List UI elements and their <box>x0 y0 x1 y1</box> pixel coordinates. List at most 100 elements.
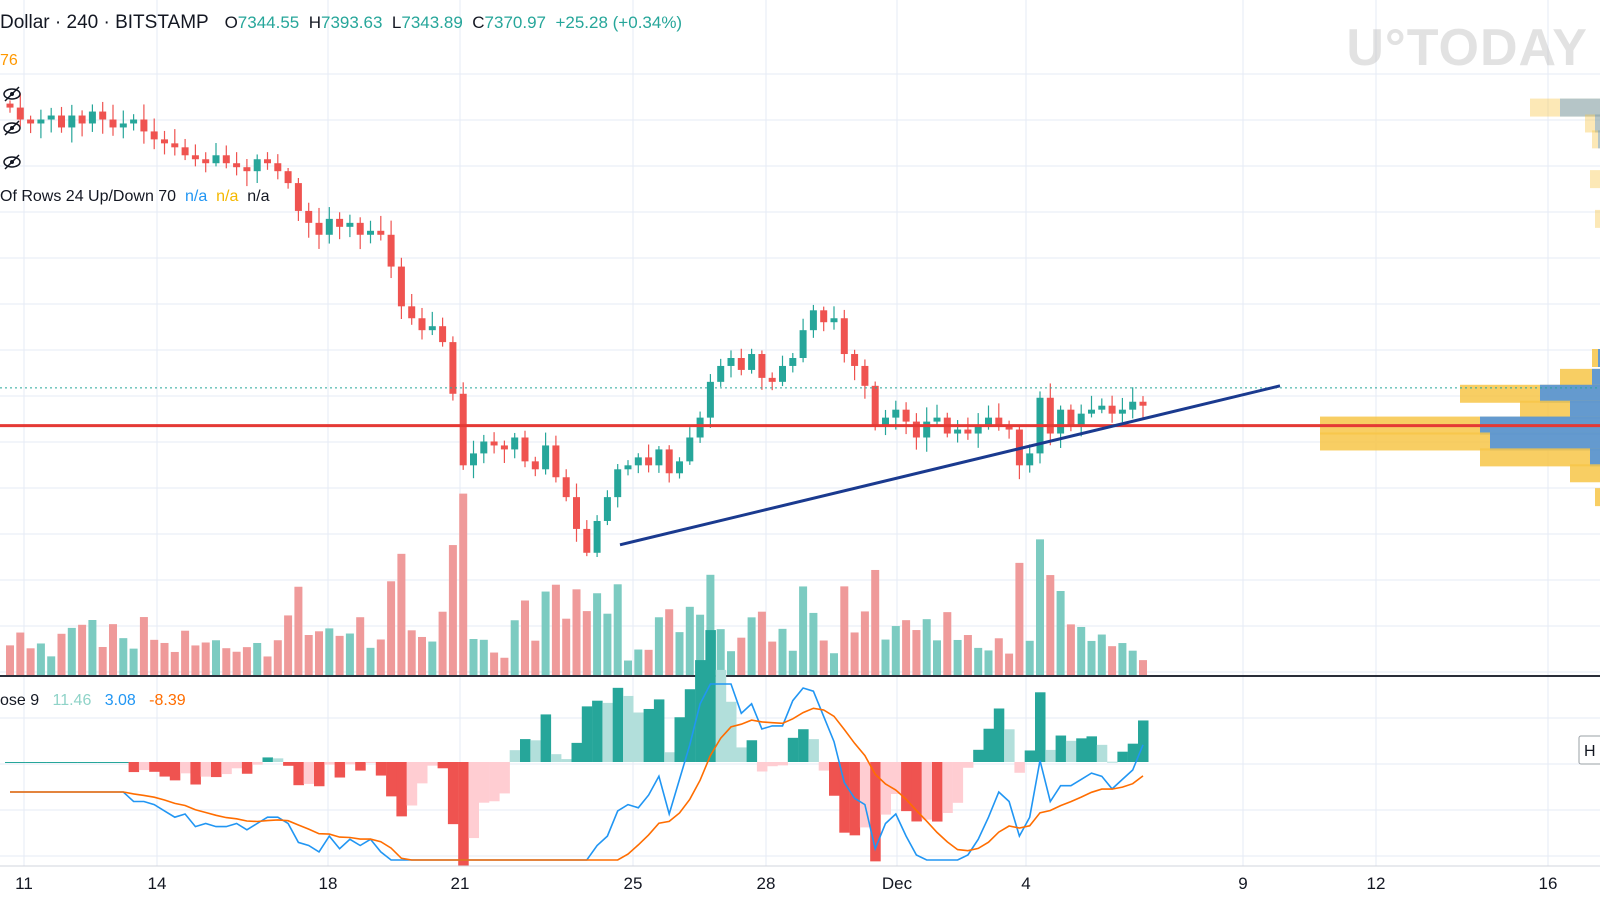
volume-bar <box>593 593 602 676</box>
volume-profile-up-bar <box>1592 349 1600 367</box>
change-value: +25.28 (+0.34%) <box>555 13 683 32</box>
vpvr-value-down: n/a <box>216 188 239 205</box>
candle-body <box>871 385 879 426</box>
volume-bar <box>624 660 632 676</box>
macd-histogram-bar <box>118 762 129 763</box>
candle-body <box>603 497 611 521</box>
candle-body <box>68 115 76 128</box>
candle-body <box>1098 405 1106 410</box>
candle-body <box>964 429 972 434</box>
candle-body <box>851 354 859 366</box>
macd-histogram-bar <box>633 712 644 762</box>
volume-bar <box>891 626 900 676</box>
macd-histogram-bar <box>870 762 881 862</box>
macd-histogram-bar <box>550 754 562 762</box>
macd-histogram-bar <box>756 762 768 772</box>
macd-histogram-bar <box>334 762 346 778</box>
macd-histogram-bar <box>715 669 727 762</box>
candle-body <box>99 111 107 120</box>
candle-body <box>418 318 426 331</box>
macd-histogram-bar <box>1086 736 1097 762</box>
volume-bar <box>345 633 354 676</box>
macd-histogram-bar <box>355 762 366 771</box>
volume-bar <box>201 642 210 676</box>
macd-histogram-bar <box>56 762 67 763</box>
candle-body <box>624 465 632 470</box>
volume-profile-down-bar <box>1595 114 1600 133</box>
eye-slash-icon[interactable] <box>2 118 22 138</box>
macd-hist-value: 11.46 <box>52 692 92 709</box>
macd-histogram-bar <box>365 762 376 763</box>
volume-bar <box>1077 626 1086 676</box>
volume-profile-down-bar <box>1590 448 1600 467</box>
macd-histogram-bar <box>664 752 675 762</box>
open-value: 7344.55 <box>237 13 300 32</box>
volume-bar <box>459 493 468 676</box>
macd-histogram-bar <box>695 660 706 762</box>
candle-body <box>294 183 302 211</box>
candle-body <box>840 318 848 355</box>
macd-histogram-bar <box>35 762 47 763</box>
volume-bar <box>747 617 756 676</box>
macd-histogram-bar <box>612 687 624 762</box>
macd-histogram-bar <box>839 762 850 833</box>
macd-histogram-bar <box>705 630 716 762</box>
candle-body <box>150 131 158 140</box>
macd-histogram-bar <box>97 762 109 763</box>
candle-body <box>37 119 45 124</box>
volume-bar <box>562 618 571 676</box>
volume-bar <box>67 627 76 676</box>
macd-histogram-bar <box>386 762 397 797</box>
macd-histogram-bar <box>499 762 510 794</box>
candle-body <box>542 445 550 470</box>
candle-body <box>480 441 488 454</box>
candle-body <box>933 417 941 422</box>
candle-body <box>799 330 807 358</box>
volume-bar <box>531 640 540 676</box>
volume-bar <box>706 574 715 676</box>
low-label: L <box>391 13 402 32</box>
macd-histogram-bar <box>375 762 387 776</box>
volume-bar <box>1066 624 1075 676</box>
volume-bar <box>150 639 159 676</box>
volume-bar <box>1097 634 1106 676</box>
candle-body <box>346 222 354 227</box>
close-label: C <box>472 13 485 32</box>
macd-histogram-bar <box>447 762 459 825</box>
candle-body <box>470 453 477 466</box>
time-tick-label: 11 <box>15 874 33 893</box>
macd-histogram-bar <box>303 762 315 784</box>
volume-bar <box>521 600 529 676</box>
macd-histogram-bar <box>108 762 119 763</box>
volume-bar <box>860 611 869 676</box>
candle-body <box>27 119 35 124</box>
macd-histogram-bar <box>159 762 170 777</box>
macd-histogram-bar <box>932 762 943 822</box>
macd-histogram-bar <box>1107 761 1118 763</box>
macd-histogram-bar <box>787 737 799 762</box>
volume-bar <box>232 651 241 676</box>
macd-histogram-bar <box>808 739 819 762</box>
macd-histogram-bar <box>1065 740 1077 762</box>
macd-histogram-bar <box>859 762 871 828</box>
eye-slash-icon[interactable] <box>2 84 22 104</box>
candle-body <box>521 437 529 462</box>
macd-histogram-bar <box>561 759 572 762</box>
volume-bar <box>181 630 190 676</box>
volume-profile-down-bar <box>1598 130 1600 149</box>
candle-body <box>315 222 323 235</box>
volume-bar <box>716 629 725 676</box>
macd-histogram-bar <box>25 762 37 763</box>
candle-body <box>1139 401 1147 406</box>
eye-slash-icon[interactable] <box>2 152 22 172</box>
volume-profile <box>1320 98 1600 507</box>
macd-histogram-bar <box>138 762 150 771</box>
candle-body <box>181 147 189 156</box>
volume-bar <box>768 641 777 676</box>
candle-body <box>140 119 148 132</box>
candle-body <box>861 365 869 386</box>
macd-histogram-bar <box>15 762 26 763</box>
volume-bar <box>88 620 97 676</box>
interval: 240 <box>66 12 99 33</box>
